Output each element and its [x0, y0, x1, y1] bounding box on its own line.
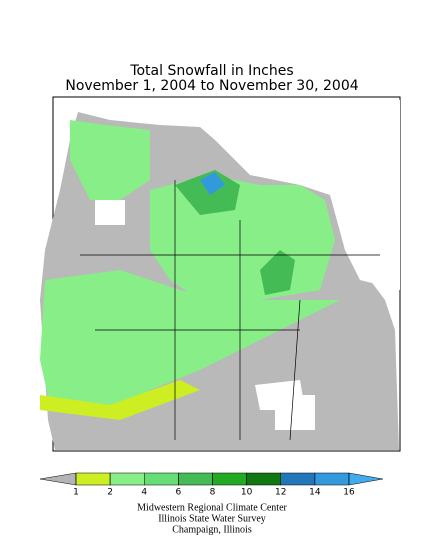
- snow-area: [40, 270, 340, 410]
- tick-label: 10: [241, 488, 253, 498]
- tick-label: 14: [309, 488, 321, 498]
- snow-area: [70, 120, 150, 200]
- legend-swatch: [280, 472, 316, 486]
- tick-label: 8: [210, 488, 216, 498]
- tick-label: 12: [275, 488, 286, 498]
- legend-swatch: [212, 472, 247, 486]
- no-snow: [95, 200, 125, 225]
- tick-label: 1: [73, 488, 79, 498]
- subtitle: November 1, 2004 to November 30, 2004: [65, 78, 358, 94]
- legend-swatch: [348, 472, 384, 486]
- legend-swatch: [246, 472, 281, 486]
- snow-area: [40, 380, 200, 420]
- colorbar: 1 2 4 6 8 10 12 14 16: [39, 472, 384, 498]
- legend-swatch: [39, 472, 77, 486]
- tick-label: 4: [141, 488, 147, 498]
- legend-swatch: [314, 472, 350, 486]
- no-snow: [275, 395, 315, 430]
- snow-area: [200, 172, 225, 195]
- footer-line: Midwestern Regional Climate Center: [137, 502, 287, 513]
- footer-line: Illinois State Water Survey: [158, 513, 266, 524]
- snow-area: [260, 250, 295, 295]
- title: Total Snowfall in Inches: [129, 63, 293, 79]
- snow-area: [175, 170, 240, 215]
- legend-swatch: [109, 472, 145, 486]
- snow-area: [150, 175, 335, 300]
- canada: [320, 100, 400, 290]
- tick-label: 16: [343, 488, 355, 498]
- footer-line: Champaign, Illinois: [172, 524, 252, 535]
- tick-label: 2: [107, 488, 113, 498]
- legend-swatch: [144, 472, 179, 486]
- tick-label: 6: [176, 488, 182, 498]
- legend-swatch: [178, 472, 213, 486]
- legend-swatch: [75, 472, 111, 486]
- state-borders: [80, 180, 380, 441]
- map: [40, 96, 401, 452]
